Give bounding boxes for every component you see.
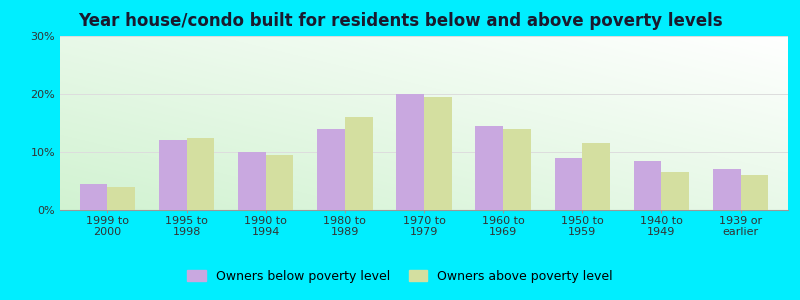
Bar xyxy=(266,155,294,210)
Bar xyxy=(634,161,662,210)
Bar xyxy=(503,129,531,210)
Bar xyxy=(159,140,186,210)
Bar xyxy=(186,137,214,210)
Bar xyxy=(396,94,424,210)
Bar xyxy=(424,97,452,210)
Bar xyxy=(662,172,689,210)
Bar xyxy=(107,187,135,210)
Bar xyxy=(345,117,373,210)
Text: Year house/condo built for residents below and above poverty levels: Year house/condo built for residents bel… xyxy=(78,12,722,30)
Bar xyxy=(238,152,266,210)
Bar xyxy=(554,158,582,210)
Bar xyxy=(741,175,768,210)
Bar xyxy=(317,129,345,210)
Bar xyxy=(582,143,610,210)
Legend: Owners below poverty level, Owners above poverty level: Owners below poverty level, Owners above… xyxy=(182,265,618,288)
Bar xyxy=(475,126,503,210)
Bar xyxy=(80,184,107,210)
Bar xyxy=(713,169,741,210)
